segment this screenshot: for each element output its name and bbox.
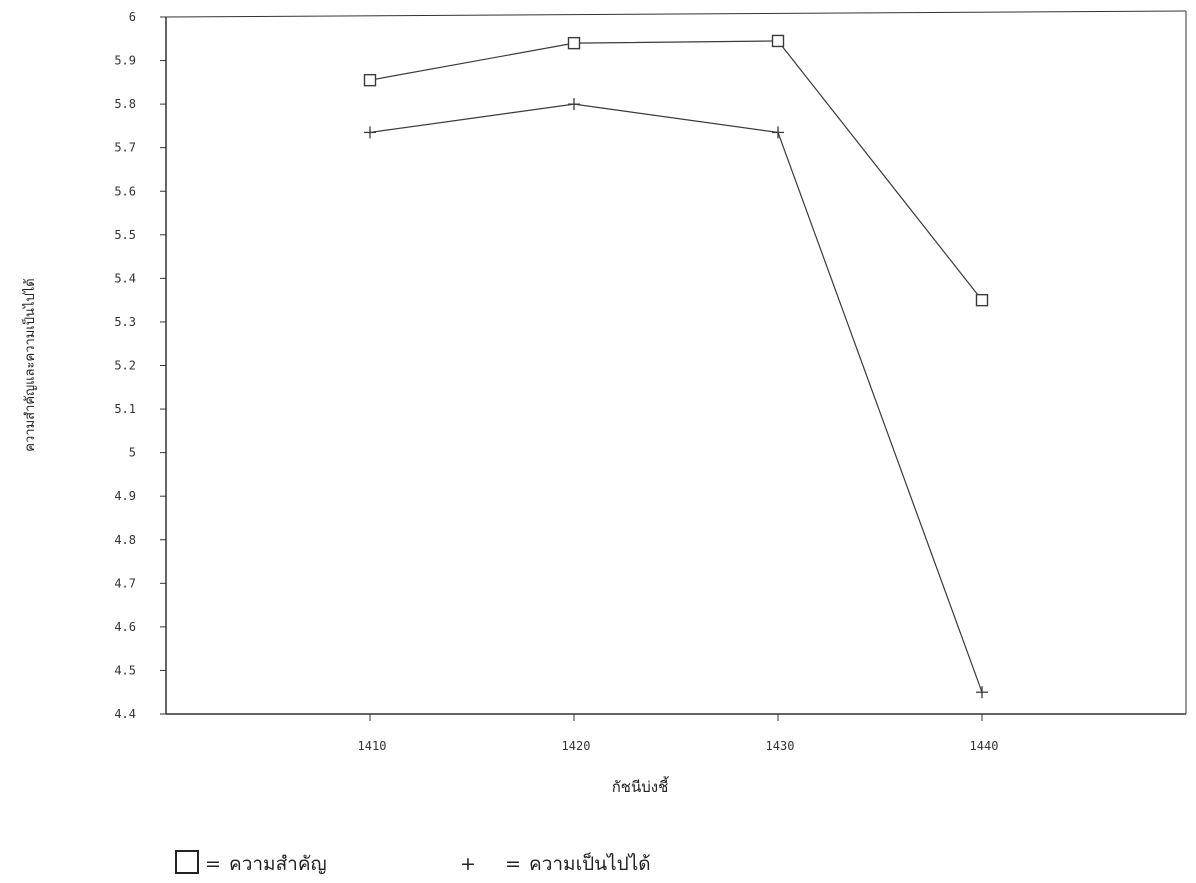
series-markers [363, 34, 989, 699]
chart-axes [165, 10, 1187, 715]
legend-label-importance: ความสำคัญ [229, 853, 327, 875]
y-axis-ticks: 4.4 4.5 4.6 4.7 4.8 4.9 5 5.1 5.2 5.3 5.4 5.5 5.6 5.7… [114, 10, 166, 721]
series-line-possibility [369, 103, 983, 693]
data-point-plus-marker [364, 126, 376, 139]
series-line-importance [369, 40, 983, 301]
data-point-plus-marker [568, 98, 580, 111]
data-point-square-marker [363, 73, 377, 87]
chart-legend: = ความสำคัญ + = ความเป็นไปได้ [175, 850, 651, 875]
plot-top-border [165, 10, 1187, 18]
y-tick-label: 4.4 [114, 707, 136, 721]
y-tick-label: 4.8 [114, 533, 136, 547]
y-tick-label: 5 [129, 446, 136, 460]
y-tick-label: 5.2 [114, 359, 136, 373]
y-tick-label: 5.8 [114, 97, 136, 111]
y-tick-label: 5.7 [114, 141, 136, 155]
x-axis-label: กัชนีบ่งชี้ [612, 776, 670, 796]
legend-square-symbol [175, 850, 199, 874]
legend-equals-2: = [505, 853, 521, 875]
data-point-plus-marker [976, 686, 988, 699]
y-tick-label: 5.9 [114, 54, 136, 68]
x-tick-label: 1420 [562, 739, 591, 753]
data-point-square-marker [771, 34, 785, 48]
legend-label-possibility: ความเป็นไปได้ [529, 851, 651, 875]
y-tick-label: 5.3 [114, 315, 136, 329]
series-lines [369, 40, 983, 693]
x-tick-label: 1440 [970, 739, 999, 753]
x-axis-ticks: 1410 1420 1430 1440 [358, 714, 999, 753]
y-tick-label: 4.7 [114, 576, 136, 590]
legend-equals-1: = [205, 853, 221, 875]
legend-plus-symbol: + [460, 853, 476, 875]
y-tick-label: 5.4 [114, 271, 136, 285]
y-axis-label: ความสำคัญและความเป็นไปได้ [20, 278, 38, 451]
y-tick-label: 4.5 [114, 663, 136, 677]
x-tick-label: 1410 [358, 739, 387, 753]
data-point-square-marker [975, 293, 989, 307]
y-tick-label: 4.9 [114, 489, 136, 503]
y-tick-label: 5.1 [114, 402, 136, 416]
y-tick-label: 6 [129, 10, 136, 24]
y-tick-label: 5.5 [114, 228, 136, 242]
x-tick-label: 1430 [766, 739, 795, 753]
data-point-plus-marker [772, 126, 784, 139]
data-point-square-marker [567, 36, 581, 50]
y-tick-label: 4.6 [114, 620, 136, 634]
y-tick-label: 5.6 [114, 184, 136, 198]
